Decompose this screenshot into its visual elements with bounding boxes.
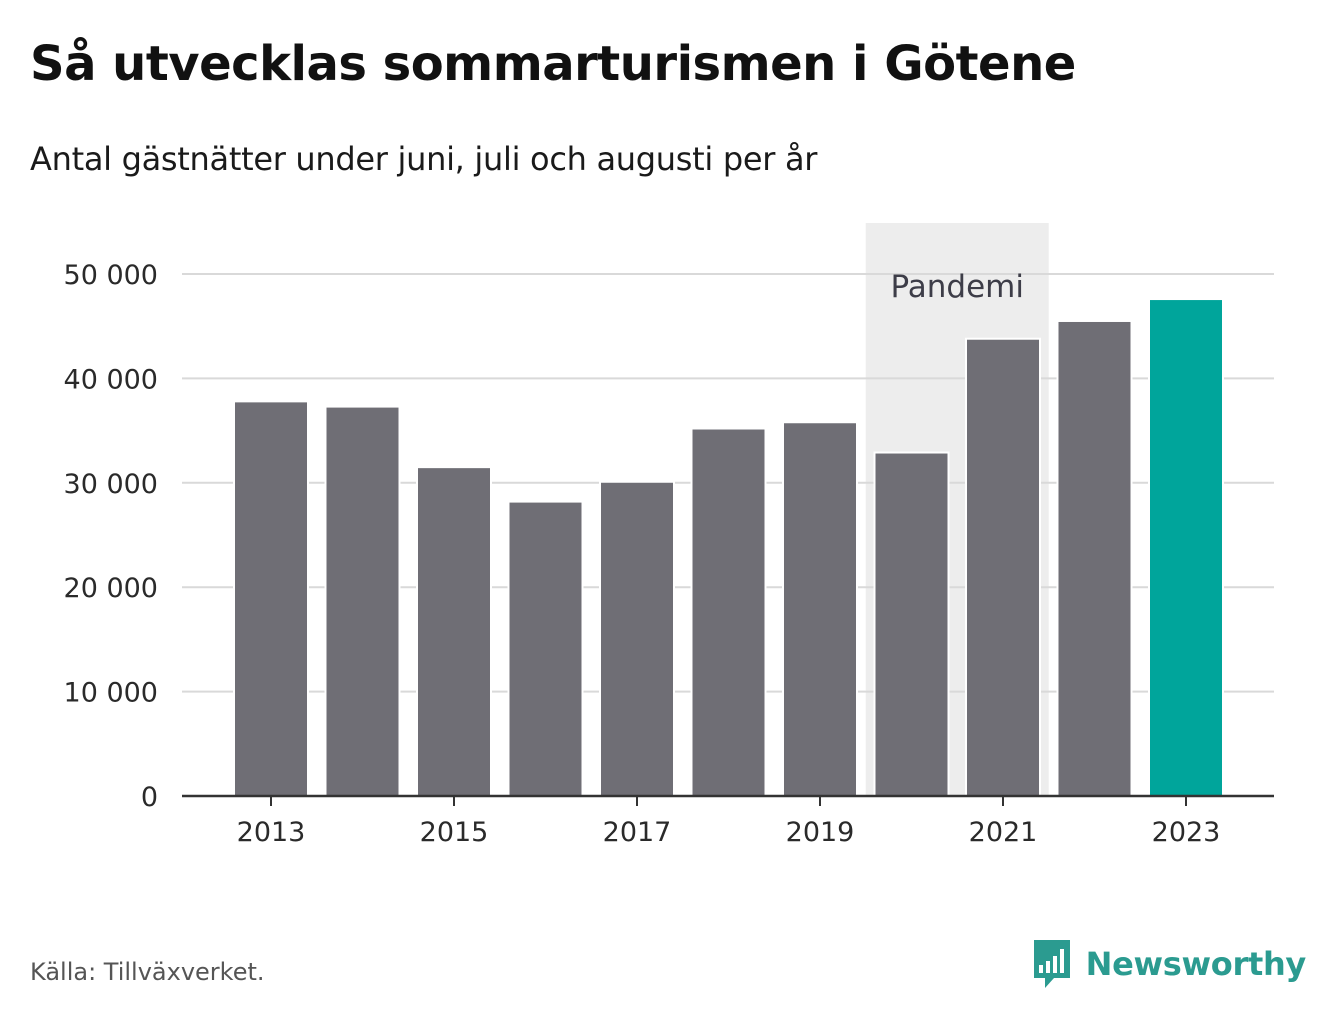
- bar: [507, 500, 584, 797]
- bar: [324, 405, 401, 797]
- brand-logo[interactable]: Newsworthy: [1032, 938, 1306, 990]
- y-tick-label: 30 000: [64, 469, 158, 500]
- bar-highlight: [1148, 298, 1224, 797]
- x-tick-label: 2021: [969, 817, 1038, 848]
- y-tick-label: 10 000: [64, 678, 158, 709]
- bar: [690, 427, 767, 797]
- y-tick-label: 50 000: [64, 260, 158, 291]
- x-tick-label: 2019: [786, 817, 855, 848]
- x-tick-label: 2023: [1152, 817, 1221, 848]
- source-note: Källa: Tillväxverket.: [30, 958, 265, 986]
- brand-name: Newsworthy: [1085, 945, 1307, 983]
- bar-layer: [233, 298, 1224, 797]
- bar: [782, 421, 858, 797]
- chart-subtitle: Antal gästnätter under juni, juli och au…: [30, 140, 818, 178]
- x-tick-label: 2013: [237, 817, 306, 848]
- x-tick-label: 2017: [603, 817, 672, 848]
- y-tick-label: 40 000: [64, 364, 158, 395]
- bar: [873, 451, 950, 797]
- y-tick-label: 20 000: [64, 573, 158, 604]
- x-tick-label: 2015: [420, 817, 489, 848]
- bar: [965, 337, 1041, 797]
- bar: [416, 466, 492, 797]
- bar: [1056, 319, 1133, 797]
- chart-title: Så utvecklas sommarturismen i Götene: [30, 36, 1076, 92]
- bar: [599, 480, 675, 797]
- axis-layer: [182, 794, 1274, 806]
- newsworthy-logo-icon: [1033, 940, 1070, 988]
- y-tick-label: 0: [141, 782, 158, 813]
- label-layer: Pandemi 0 10 000 20 000 30 000 40 000 50 000 20…: [64, 260, 1221, 848]
- bar: [233, 400, 309, 797]
- bar-chart: Pandemi 0 10 000 20 000 30 000 40 000 50 000 20…: [64, 223, 1274, 848]
- annotation-label: Pandemi: [890, 269, 1024, 305]
